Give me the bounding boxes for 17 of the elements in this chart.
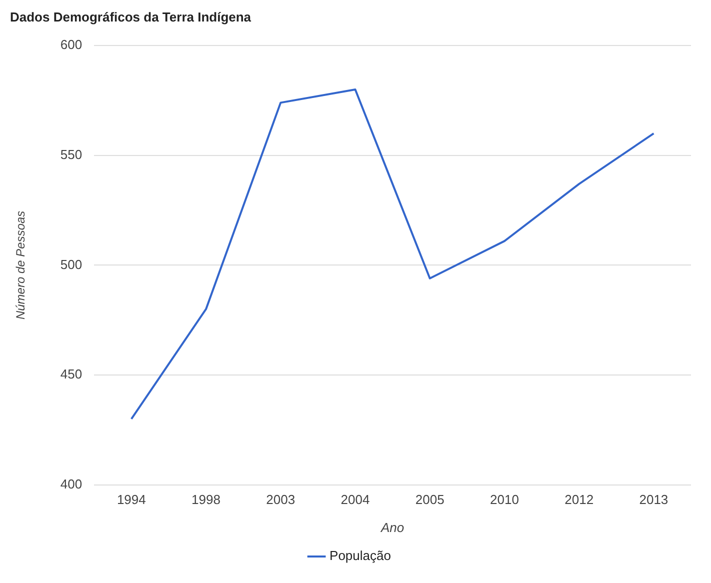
- x-tick-label: 2005: [415, 492, 444, 508]
- x-tick-label: 2004: [340, 492, 370, 508]
- legend-label: População: [330, 548, 391, 564]
- y-tick-label: 500: [60, 256, 82, 272]
- x-axis-title: Ano: [380, 520, 404, 535]
- y-tick-label: 450: [60, 366, 82, 382]
- y-tick-label: 550: [60, 146, 82, 162]
- x-tick-label: 1998: [192, 492, 220, 508]
- x-tick-label: 2010: [490, 492, 519, 508]
- y-axis-title: Número de Pessoas: [14, 210, 28, 320]
- x-tick-label: 2013: [639, 492, 668, 508]
- y-tick-label: 400: [60, 476, 82, 492]
- x-tick-label: 2012: [564, 492, 594, 508]
- y-tick-label: 600: [60, 37, 82, 52]
- chart-title: Dados Demográficos da Terra Indígena: [10, 9, 252, 24]
- x-tick-label: 2003: [266, 492, 296, 508]
- x-tick-label: 1994: [116, 492, 146, 508]
